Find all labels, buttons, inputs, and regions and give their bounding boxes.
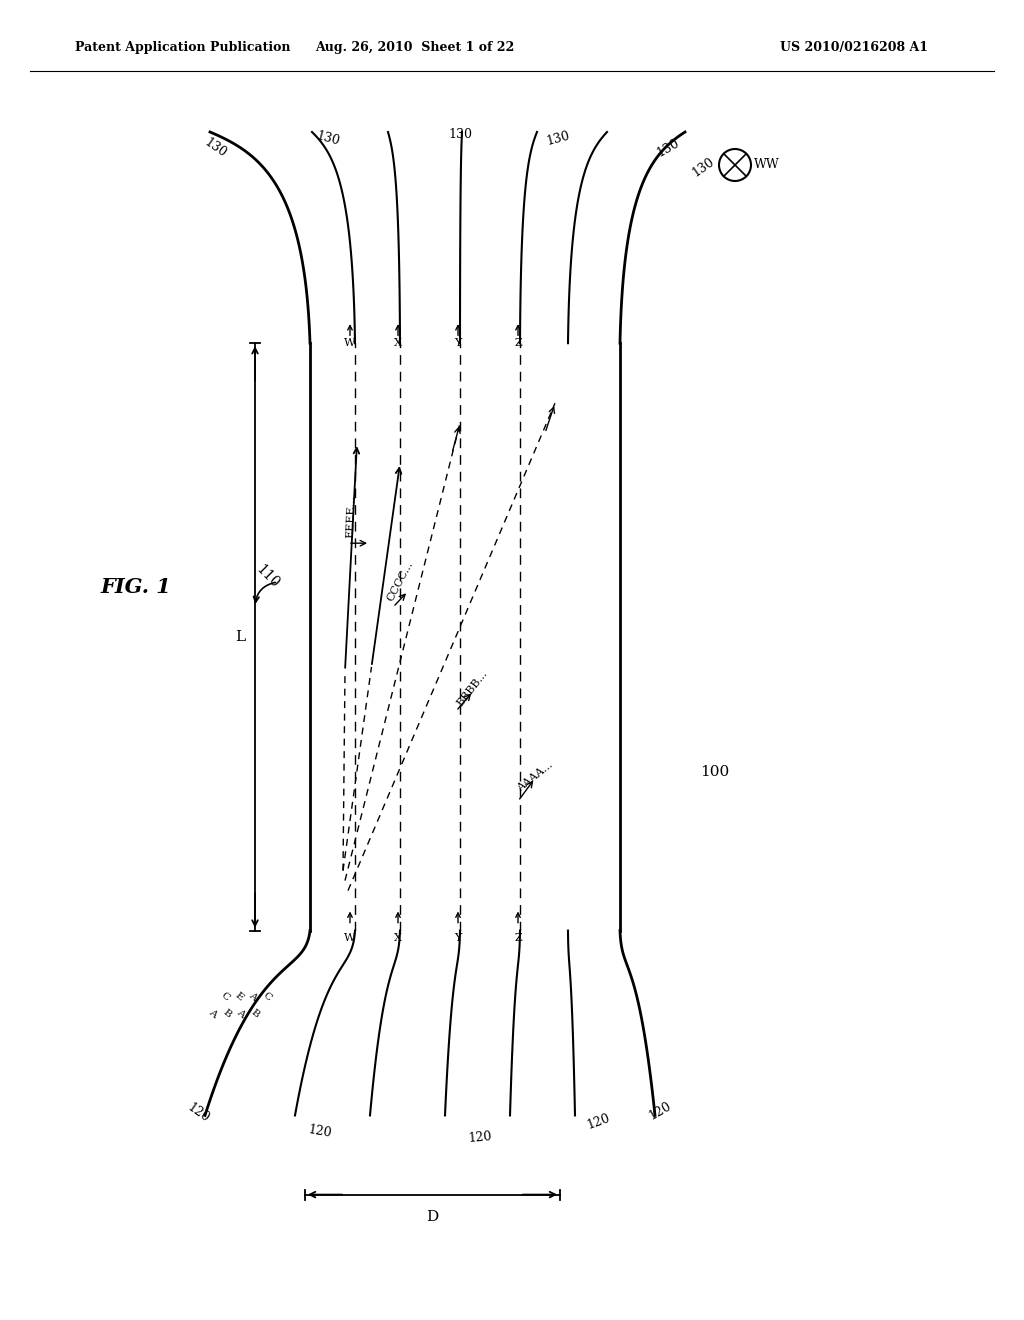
Text: 130: 130: [654, 136, 682, 160]
Text: 120: 120: [585, 1111, 611, 1133]
Text: C: C: [219, 990, 231, 1003]
Text: BBBB...: BBBB...: [455, 668, 489, 709]
Text: E: E: [233, 991, 245, 1002]
Text: B: B: [221, 1008, 232, 1019]
Text: A: A: [236, 1008, 247, 1019]
Text: X: X: [394, 933, 402, 942]
Text: WW: WW: [754, 158, 779, 172]
Text: 130: 130: [314, 129, 341, 148]
Text: W: W: [344, 338, 355, 348]
Text: 120: 120: [646, 1100, 674, 1123]
Text: Patent Application Publication: Patent Application Publication: [75, 41, 291, 54]
Text: B: B: [249, 1008, 261, 1019]
Text: Y: Y: [455, 933, 462, 942]
Text: X: X: [394, 338, 402, 348]
Text: 130: 130: [545, 129, 571, 148]
Text: AAAA...: AAAA...: [515, 759, 555, 793]
Text: CCCC...: CCCC...: [385, 560, 415, 603]
Text: D: D: [426, 1209, 438, 1224]
Text: L: L: [234, 630, 245, 644]
Text: C: C: [261, 990, 273, 1003]
Text: A: A: [247, 991, 259, 1002]
Text: A: A: [207, 1008, 219, 1019]
Text: US 2010/0216208 A1: US 2010/0216208 A1: [780, 41, 928, 54]
Text: Z: Z: [514, 338, 522, 348]
Text: Z: Z: [514, 933, 522, 942]
Text: W: W: [344, 933, 355, 942]
Text: 110: 110: [253, 562, 282, 591]
Text: Aug. 26, 2010  Sheet 1 of 22: Aug. 26, 2010 Sheet 1 of 22: [315, 41, 515, 54]
Text: 120: 120: [307, 1123, 333, 1139]
Text: 120: 120: [468, 1130, 493, 1146]
Text: EEEE...: EEEE...: [345, 495, 356, 539]
Text: Y: Y: [455, 338, 462, 348]
Text: 130: 130: [449, 128, 472, 141]
Text: 130: 130: [690, 156, 717, 180]
Text: 130: 130: [202, 136, 228, 160]
Text: 120: 120: [184, 1101, 212, 1125]
Text: FIG. 1: FIG. 1: [100, 577, 171, 598]
Text: 100: 100: [700, 766, 729, 779]
